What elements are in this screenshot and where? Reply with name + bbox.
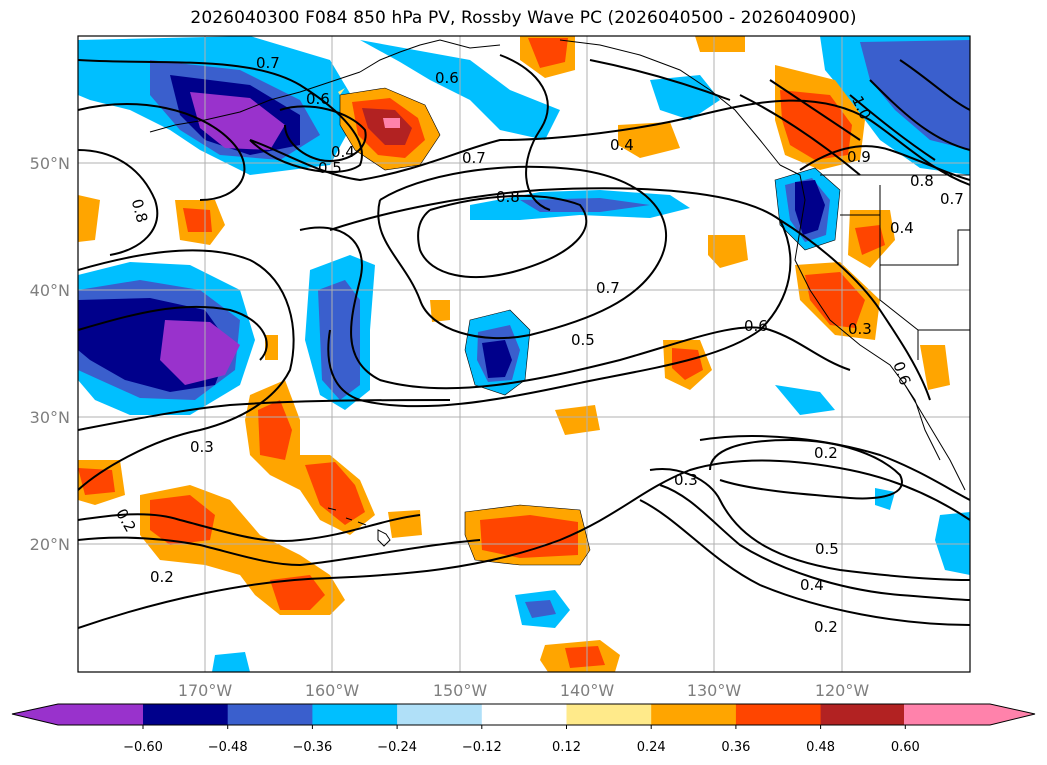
colorbar-outline xyxy=(11,703,1036,726)
map-frame xyxy=(77,35,971,673)
coastline-icon xyxy=(149,39,966,547)
contour-labels: 0.7 0.6 0.6 0.4 0.5 0.8 0.7 0.8 0.4 0.9 … xyxy=(112,54,964,636)
colorbar-tick-label: 0.60 xyxy=(891,740,920,755)
contour-label: 0.7 xyxy=(940,190,964,208)
contour-label: 0.9 xyxy=(847,148,871,166)
colorbar-cells xyxy=(143,704,906,725)
lat-label-40n: 40°N xyxy=(30,281,70,300)
colorbar-tick-label: −0.12 xyxy=(462,740,502,755)
contour-label: 0.3 xyxy=(190,438,214,456)
contour-label: 0.8 xyxy=(128,197,152,225)
contour-label: 0.4 xyxy=(610,136,634,154)
colorbar-tick-label: −0.24 xyxy=(377,740,417,755)
contour-label: 0.8 xyxy=(910,172,934,190)
contour-label: 0.6 xyxy=(744,317,768,335)
lon-label-120w: 120°W xyxy=(815,681,870,700)
contour-label: 0.4 xyxy=(890,219,914,237)
colorbar-cell xyxy=(566,704,652,725)
contour-label: 0.5 xyxy=(815,540,839,558)
contour-label: 0.7 xyxy=(596,279,620,297)
contour-label: 0.8 xyxy=(496,188,520,206)
contour-label: 0.3 xyxy=(848,320,872,338)
contour-label: 0.2 xyxy=(814,618,838,636)
pv-shading xyxy=(78,36,970,672)
colorbar-tick-label: −0.60 xyxy=(123,740,163,755)
map-title: 2026040300 F084 850 hPa PV, Rossby Wave … xyxy=(190,8,857,28)
colorbar-cell xyxy=(820,704,906,725)
colorbar-cell xyxy=(143,704,229,725)
colorbar-cell xyxy=(481,704,567,725)
colorbar-tick-label: 0.24 xyxy=(637,740,666,755)
lon-labels: 170°W 160°W 150°W 140°W 130°W 120°W xyxy=(178,681,870,700)
contour-label: 0.3 xyxy=(674,471,698,489)
colorbar: −0.60 −0.48 −0.36 −0.24 −0.12 0.12 0.24 0.36 0.4… xyxy=(11,703,1036,755)
colorbar-cell xyxy=(651,704,737,725)
colorbar-cell xyxy=(397,704,483,725)
lon-label-140w: 140°W xyxy=(560,681,615,700)
lon-label-160w: 160°W xyxy=(305,681,360,700)
colorbar-extend-left xyxy=(12,704,143,725)
contour-label: 0.2 xyxy=(814,444,838,462)
colorbar-cell xyxy=(312,704,398,725)
state-borders-icon xyxy=(820,174,970,360)
contour-label: 0.5 xyxy=(318,159,342,177)
contour-label: 0.6 xyxy=(306,90,330,108)
contour-label: 0.7 xyxy=(256,54,280,72)
colorbar-tick-label: 0.12 xyxy=(552,740,581,755)
colorbar-ticks: −0.60 −0.48 −0.36 −0.24 −0.12 0.12 0.24 0.36 0.4… xyxy=(123,725,920,755)
colorbar-cell xyxy=(227,704,313,725)
contour-label: 0.6 xyxy=(435,69,459,87)
contour-label: 0.4 xyxy=(800,576,824,594)
lon-label-170w: 170°W xyxy=(178,681,233,700)
contour-label: 0.4 xyxy=(331,143,355,161)
colorbar-cell xyxy=(735,704,822,725)
lon-label-150w: 150°W xyxy=(433,681,488,700)
colorbar-extend-right xyxy=(904,704,1035,725)
lat-label-20n: 20°N xyxy=(30,535,70,554)
lon-label-130w: 130°W xyxy=(687,681,742,700)
lat-label-50n: 50°N xyxy=(30,154,70,173)
colorbar-tick-label: 0.36 xyxy=(721,740,750,755)
contour-label: 0.5 xyxy=(571,331,595,349)
lat-labels: 50°N 40°N 30°N 20°N xyxy=(30,154,70,554)
grid-lines xyxy=(78,36,970,672)
colorbar-tick-label: −0.36 xyxy=(292,740,332,755)
shading-outlines xyxy=(339,87,841,566)
colorbar-tick-label: 0.48 xyxy=(806,740,835,755)
contour-lines xyxy=(78,54,970,629)
lat-label-30n: 30°N xyxy=(30,408,70,427)
colorbar-tick-label: −0.48 xyxy=(208,740,248,755)
contour-label: 0.2 xyxy=(150,568,174,586)
contour-label: 0.7 xyxy=(462,149,486,167)
